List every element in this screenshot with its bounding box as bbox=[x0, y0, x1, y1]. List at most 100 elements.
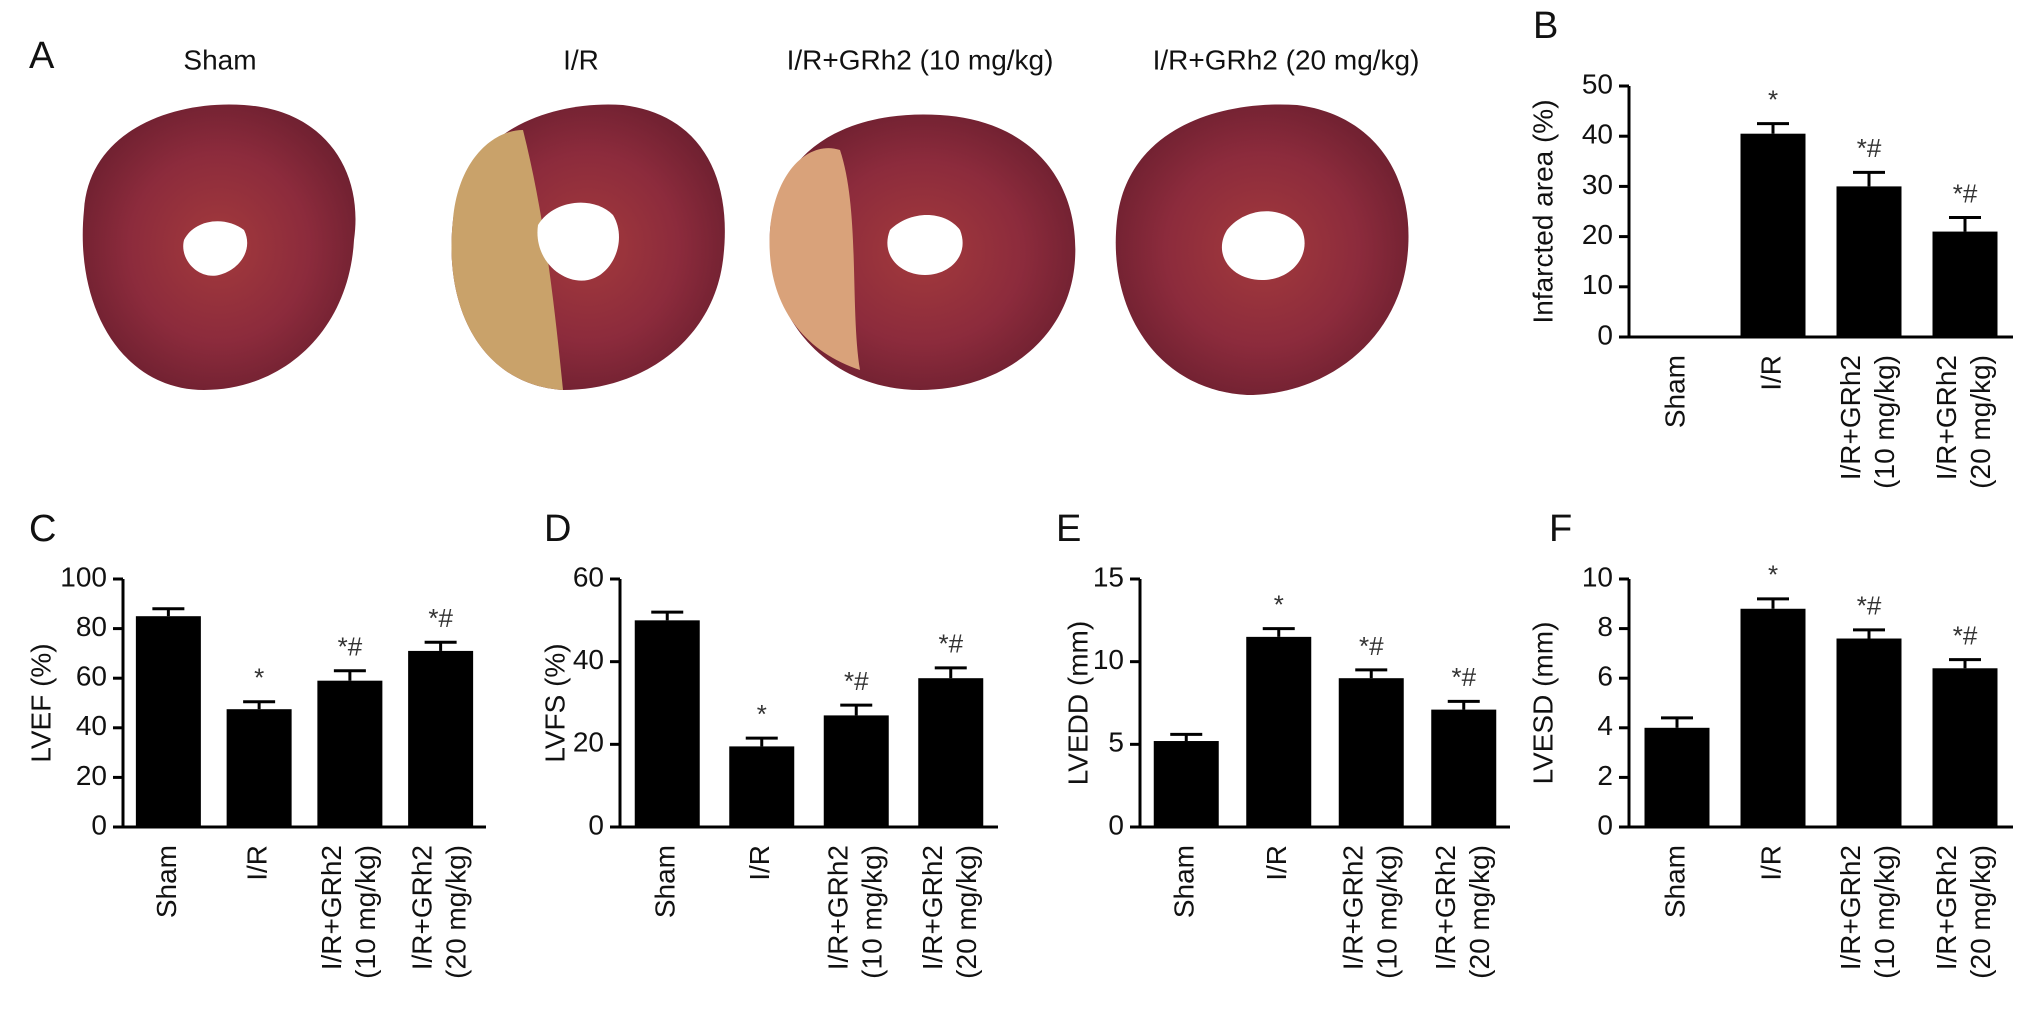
panel-label: D bbox=[544, 508, 571, 550]
error-bar bbox=[1170, 732, 1203, 742]
y-tick-label: 80 bbox=[76, 611, 107, 642]
group-label: I/R+GRh2 (10 mg/kg) bbox=[787, 44, 1054, 75]
heart-photos bbox=[82, 104, 1409, 395]
y-tick-label: 60 bbox=[76, 661, 107, 692]
x-tick-label: I/R bbox=[1755, 355, 1786, 391]
error-bar bbox=[1661, 716, 1693, 728]
y-axis-label: LVESD (mm) bbox=[1527, 622, 1558, 785]
bar bbox=[1932, 231, 1998, 337]
error-bar bbox=[1447, 699, 1480, 710]
y-tick-label: 0 bbox=[91, 809, 107, 840]
x-tick-label: I/R+GRh2 (10 mg/kg) bbox=[823, 845, 888, 979]
y-tick-label: 6 bbox=[1597, 661, 1613, 692]
x-tick-label: I/R+GRh2 (10 mg/kg) bbox=[1338, 845, 1403, 979]
y-tick-label: 20 bbox=[76, 760, 107, 791]
error-bar bbox=[1262, 627, 1295, 637]
group-label: I/R+GRh2 (20 mg/kg) bbox=[1153, 44, 1420, 75]
y-tick-label: 100 bbox=[60, 561, 107, 592]
y-tick-label: 0 bbox=[1108, 809, 1124, 840]
significance-label: * bbox=[254, 663, 264, 693]
x-tick-label: I/R+GRh2 (10 mg/kg) bbox=[316, 845, 381, 979]
y-axis-label: LVEDD (mm) bbox=[1062, 621, 1093, 785]
y-tick-label: 30 bbox=[1582, 169, 1613, 200]
x-tick-label: I/R bbox=[1261, 845, 1292, 881]
significance-label: *# bbox=[338, 632, 363, 662]
bar bbox=[226, 709, 292, 827]
error-bar bbox=[1853, 628, 1885, 639]
error-bar bbox=[1355, 668, 1388, 679]
heart-slice bbox=[769, 114, 1076, 390]
significance-label: *# bbox=[428, 603, 453, 633]
bar bbox=[1740, 133, 1806, 337]
significance-label: *# bbox=[1953, 620, 1978, 650]
error-bar bbox=[1757, 122, 1789, 134]
error-bar bbox=[243, 700, 276, 710]
bar bbox=[1836, 186, 1902, 337]
significance-label: *# bbox=[1857, 591, 1882, 621]
bar bbox=[1740, 608, 1806, 827]
y-tick-label: 60 bbox=[573, 561, 604, 592]
y-tick-label: 0 bbox=[1597, 809, 1613, 840]
x-tick-label: Sham bbox=[151, 845, 182, 918]
x-tick-label: I/R bbox=[242, 845, 273, 881]
y-tick-label: 10 bbox=[1093, 644, 1124, 675]
y-tick-label: 5 bbox=[1108, 727, 1124, 758]
error-bar bbox=[840, 703, 873, 716]
x-tick-label: Sham bbox=[1659, 845, 1690, 918]
heart-slice bbox=[82, 104, 356, 390]
significance-label: * bbox=[1274, 589, 1284, 619]
bar bbox=[1153, 741, 1219, 827]
significance-label: *# bbox=[938, 629, 963, 659]
y-tick-label: 20 bbox=[1582, 219, 1613, 250]
bar bbox=[918, 678, 984, 827]
heart-slice bbox=[451, 104, 725, 390]
panel-label: C bbox=[29, 508, 56, 550]
x-tick-label: I/R+GRh2 (10 mg/kg) bbox=[1835, 845, 1900, 979]
y-tick-label: 40 bbox=[76, 710, 107, 741]
error-bar bbox=[424, 640, 457, 651]
bar bbox=[823, 715, 889, 827]
bar bbox=[1246, 636, 1312, 827]
y-axis-label: LVEF (%) bbox=[25, 643, 56, 762]
x-tick-label: Sham bbox=[650, 845, 681, 918]
panel-label: F bbox=[1549, 508, 1572, 550]
y-tick-label: 4 bbox=[1597, 710, 1613, 741]
significance-label: *# bbox=[1857, 133, 1882, 163]
significance-label: * bbox=[1768, 85, 1778, 115]
bar bbox=[408, 650, 474, 827]
y-tick-label: 2 bbox=[1597, 760, 1613, 791]
significance-label: *# bbox=[1359, 631, 1384, 661]
x-tick-label: I/R bbox=[1755, 845, 1786, 881]
y-axis-label: Infarcted area (%) bbox=[1527, 99, 1558, 323]
bar bbox=[1932, 668, 1998, 827]
significance-label: *# bbox=[1953, 178, 1978, 208]
panel-label: A bbox=[29, 35, 55, 77]
significance-label: *# bbox=[844, 666, 869, 696]
bar bbox=[1644, 727, 1710, 827]
y-tick-label: 10 bbox=[1582, 269, 1613, 300]
y-tick-label: 0 bbox=[1597, 319, 1613, 350]
panel-label: B bbox=[1533, 5, 1558, 47]
y-tick-label: 8 bbox=[1597, 611, 1613, 642]
y-tick-label: 40 bbox=[1582, 119, 1613, 150]
error-bar bbox=[934, 666, 967, 679]
x-tick-label: Sham bbox=[1659, 355, 1690, 428]
error-bar bbox=[651, 610, 684, 621]
significance-label: * bbox=[1768, 560, 1778, 590]
x-tick-label: I/R+GRh2 (20 mg/kg) bbox=[407, 845, 472, 979]
bar bbox=[1836, 638, 1902, 827]
error-bar bbox=[152, 607, 185, 617]
significance-label: * bbox=[757, 699, 767, 729]
panel-label: E bbox=[1056, 508, 1081, 550]
y-tick-label: 10 bbox=[1582, 561, 1613, 592]
y-tick-label: 20 bbox=[573, 727, 604, 758]
error-bar bbox=[745, 736, 778, 747]
error-bar bbox=[1949, 216, 1981, 232]
heart-slice bbox=[1115, 104, 1409, 395]
x-tick-label: I/R+GRh2 (20 mg/kg) bbox=[1931, 845, 1996, 979]
y-tick-label: 0 bbox=[588, 809, 604, 840]
y-tick-label: 50 bbox=[1582, 68, 1613, 99]
x-tick-label: I/R+GRh2 (20 mg/kg) bbox=[917, 845, 982, 979]
group-label: I/R bbox=[563, 44, 599, 75]
